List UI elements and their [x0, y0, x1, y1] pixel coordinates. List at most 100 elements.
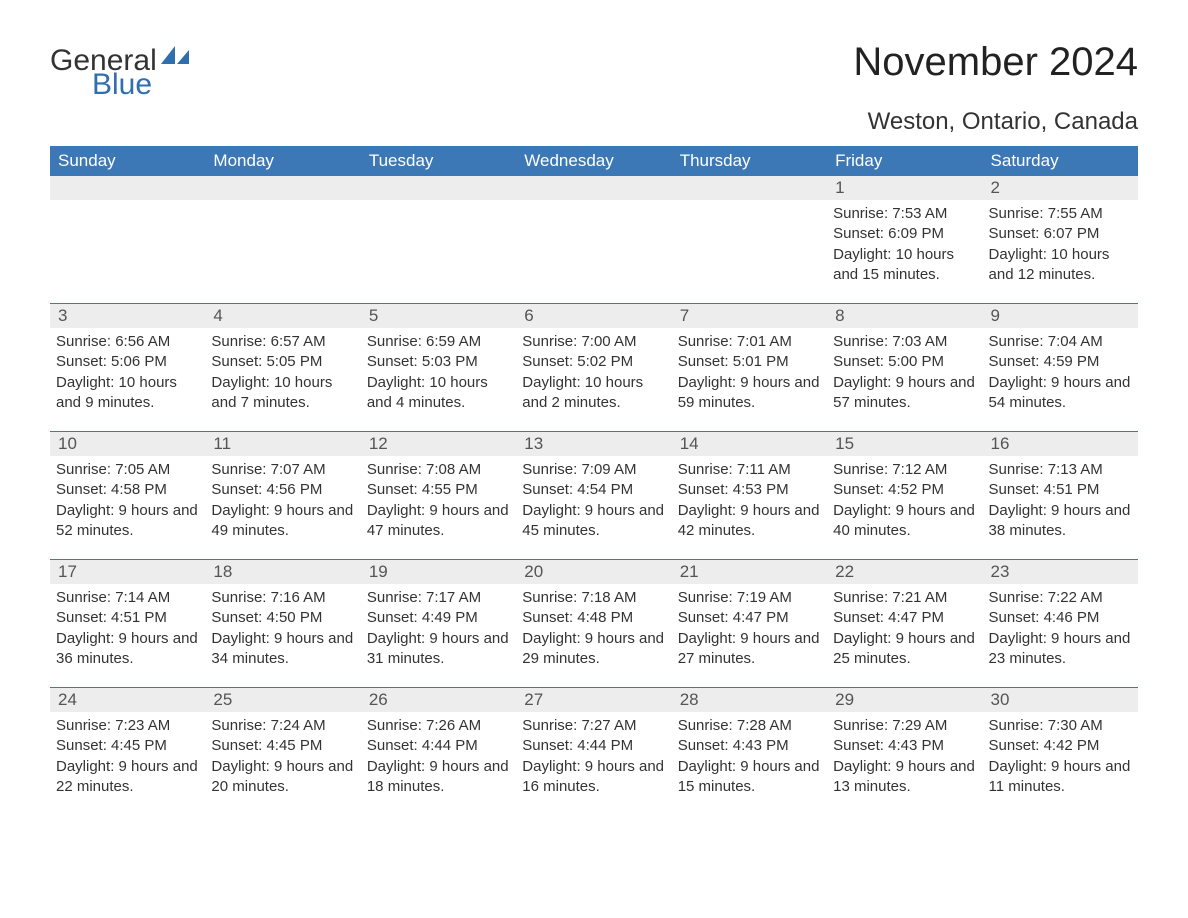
logo-text-blue: Blue: [92, 70, 189, 100]
day-body: Sunrise: 7:19 AMSunset: 4:47 PMDaylight:…: [678, 588, 821, 669]
day-body: Sunrise: 7:30 AMSunset: 4:42 PMDaylight:…: [989, 716, 1132, 797]
calendar-header-friday: Friday: [827, 146, 982, 176]
day-number: 8: [827, 304, 982, 328]
sunrise-line: Sunrise: 6:57 AM: [211, 332, 354, 352]
day-body: Sunrise: 7:08 AMSunset: 4:55 PMDaylight:…: [367, 460, 510, 541]
sunrise-line: Sunrise: 6:56 AM: [56, 332, 199, 352]
calendar-day-cell: 10Sunrise: 7:05 AMSunset: 4:58 PMDayligh…: [50, 432, 205, 560]
day-number-blank: [50, 176, 205, 200]
sunrise-line: Sunrise: 7:53 AM: [833, 204, 976, 224]
daylight-line: Daylight: 9 hours and 15 minutes.: [678, 757, 821, 798]
month-title: November 2024: [853, 40, 1138, 85]
sunset-line: Sunset: 4:51 PM: [989, 480, 1132, 500]
sunrise-line: Sunrise: 7:03 AM: [833, 332, 976, 352]
calendar-empty-cell: [205, 176, 360, 304]
sunrise-line: Sunrise: 7:14 AM: [56, 588, 199, 608]
daylight-line: Daylight: 9 hours and 29 minutes.: [522, 629, 665, 670]
calendar-header-saturday: Saturday: [983, 146, 1138, 176]
calendar-empty-cell: [50, 176, 205, 304]
daylight-line: Daylight: 9 hours and 38 minutes.: [989, 501, 1132, 542]
calendar-header-thursday: Thursday: [672, 146, 827, 176]
calendar-day-cell: 20Sunrise: 7:18 AMSunset: 4:48 PMDayligh…: [516, 560, 671, 688]
sunrise-line: Sunrise: 7:24 AM: [211, 716, 354, 736]
daylight-line: Daylight: 9 hours and 22 minutes.: [56, 757, 199, 798]
daylight-line: Daylight: 10 hours and 7 minutes.: [211, 373, 354, 414]
day-number: 27: [516, 688, 671, 712]
calendar-day-cell: 8 Sunrise: 7:03 AMSunset: 5:00 PMDaylight…: [827, 304, 982, 432]
daylight-line: Daylight: 9 hours and 52 minutes.: [56, 501, 199, 542]
sunrise-line: Sunrise: 7:23 AM: [56, 716, 199, 736]
day-body: Sunrise: 7:26 AMSunset: 4:44 PMDaylight:…: [367, 716, 510, 797]
day-body: Sunrise: 6:56 AMSunset: 5:06 PMDaylight:…: [56, 332, 199, 413]
sunrise-line: Sunrise: 7:12 AM: [833, 460, 976, 480]
day-number: 1: [827, 176, 982, 200]
day-number: 4: [205, 304, 360, 328]
calendar-week-row: 3Sunrise: 6:56 AMSunset: 5:06 PMDaylight…: [50, 304, 1138, 432]
calendar-empty-cell: [516, 176, 671, 304]
day-number: 14: [672, 432, 827, 456]
sunrise-line: Sunrise: 7:04 AM: [989, 332, 1132, 352]
day-body: Sunrise: 7:17 AMSunset: 4:49 PMDaylight:…: [367, 588, 510, 669]
sunset-line: Sunset: 4:46 PM: [989, 608, 1132, 628]
calendar-day-cell: 11Sunrise: 7:07 AMSunset: 4:56 PMDayligh…: [205, 432, 360, 560]
day-body: Sunrise: 7:09 AMSunset: 4:54 PMDaylight:…: [522, 460, 665, 541]
calendar-header-tuesday: Tuesday: [361, 146, 516, 176]
calendar-empty-cell: [361, 176, 516, 304]
day-number: 28: [672, 688, 827, 712]
sunrise-line: Sunrise: 7:28 AM: [678, 716, 821, 736]
sunset-line: Sunset: 4:44 PM: [367, 736, 510, 756]
day-number: 23: [983, 560, 1138, 584]
location: Weston, Ontario, Canada: [50, 108, 1138, 136]
day-number: 5: [361, 304, 516, 328]
day-body: Sunrise: 7:18 AMSunset: 4:48 PMDaylight:…: [522, 588, 665, 669]
sunset-line: Sunset: 4:59 PM: [989, 352, 1132, 372]
sunset-line: Sunset: 4:56 PM: [211, 480, 354, 500]
calendar-day-cell: 15Sunrise: 7:12 AMSunset: 4:52 PMDayligh…: [827, 432, 982, 560]
sunrise-line: Sunrise: 7:26 AM: [367, 716, 510, 736]
day-body: Sunrise: 7:28 AMSunset: 4:43 PMDaylight:…: [678, 716, 821, 797]
calendar-empty-cell: [672, 176, 827, 304]
day-body: Sunrise: 7:04 AMSunset: 4:59 PMDaylight:…: [989, 332, 1132, 413]
sunset-line: Sunset: 4:52 PM: [833, 480, 976, 500]
calendar-day-cell: 5Sunrise: 6:59 AMSunset: 5:03 PMDaylight…: [361, 304, 516, 432]
daylight-line: Daylight: 9 hours and 54 minutes.: [989, 373, 1132, 414]
calendar-day-cell: 23 Sunrise: 7:22 AMSunset: 4:46 PMDayligh…: [983, 560, 1138, 688]
day-number: 30: [983, 688, 1138, 712]
calendar-day-cell: 7Sunrise: 7:01 AMSunset: 5:01 PMDaylight…: [672, 304, 827, 432]
day-body: Sunrise: 6:57 AMSunset: 5:05 PMDaylight:…: [211, 332, 354, 413]
daylight-line: Daylight: 9 hours and 20 minutes.: [211, 757, 354, 798]
sunrise-line: Sunrise: 7:22 AM: [989, 588, 1132, 608]
daylight-line: Daylight: 9 hours and 49 minutes.: [211, 501, 354, 542]
day-number: 19: [361, 560, 516, 584]
calendar-header-wednesday: Wednesday: [516, 146, 671, 176]
calendar-day-cell: 30 Sunrise: 7:30 AMSunset: 4:42 PMDayligh…: [983, 688, 1138, 816]
daylight-line: Daylight: 9 hours and 25 minutes.: [833, 629, 976, 670]
day-body: Sunrise: 7:03 AMSunset: 5:00 PMDaylight:…: [833, 332, 976, 413]
sunrise-line: Sunrise: 7:17 AM: [367, 588, 510, 608]
day-body: Sunrise: 7:22 AMSunset: 4:46 PMDaylight:…: [989, 588, 1132, 669]
day-number: 15: [827, 432, 982, 456]
daylight-line: Daylight: 9 hours and 16 minutes.: [522, 757, 665, 798]
sunset-line: Sunset: 4:51 PM: [56, 608, 199, 628]
calendar-week-row: 17Sunrise: 7:14 AMSunset: 4:51 PMDayligh…: [50, 560, 1138, 688]
day-body: Sunrise: 7:27 AMSunset: 4:44 PMDaylight:…: [522, 716, 665, 797]
calendar-day-cell: 28 Sunrise: 7:28 AMSunset: 4:43 PMDayligh…: [672, 688, 827, 816]
daylight-line: Daylight: 10 hours and 9 minutes.: [56, 373, 199, 414]
day-number: 13: [516, 432, 671, 456]
calendar-day-cell: 27 Sunrise: 7:27 AMSunset: 4:44 PMDayligh…: [516, 688, 671, 816]
sunset-line: Sunset: 4:58 PM: [56, 480, 199, 500]
daylight-line: Daylight: 9 hours and 57 minutes.: [833, 373, 976, 414]
page-header: General Blue November 2024: [50, 40, 1138, 100]
sunset-line: Sunset: 4:47 PM: [833, 608, 976, 628]
day-number: 16: [983, 432, 1138, 456]
calendar-day-cell: 16Sunrise: 7:13 AMSunset: 4:51 PMDayligh…: [983, 432, 1138, 560]
sunset-line: Sunset: 5:05 PM: [211, 352, 354, 372]
sunrise-line: Sunrise: 6:59 AM: [367, 332, 510, 352]
calendar-day-cell: 13 Sunrise: 7:09 AMSunset: 4:54 PMDayligh…: [516, 432, 671, 560]
calendar-week-row: 10Sunrise: 7:05 AMSunset: 4:58 PMDayligh…: [50, 432, 1138, 560]
day-number-blank: [672, 176, 827, 200]
sunrise-line: Sunrise: 7:11 AM: [678, 460, 821, 480]
sunset-line: Sunset: 5:02 PM: [522, 352, 665, 372]
sunrise-line: Sunrise: 7:08 AM: [367, 460, 510, 480]
daylight-line: Daylight: 9 hours and 42 minutes.: [678, 501, 821, 542]
